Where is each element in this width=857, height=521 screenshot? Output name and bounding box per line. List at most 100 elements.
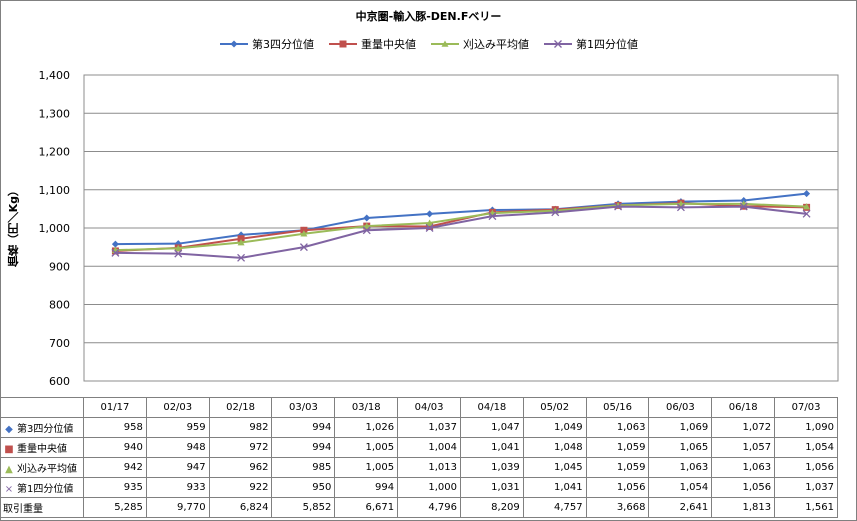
table-cell: 948 [145, 437, 210, 458]
table-cell: 1,063 [585, 417, 650, 438]
table-cell: 1,057 [711, 437, 776, 458]
table-row-header: ▲ 刈込み平均値 [0, 457, 84, 478]
y-tick-label: 1,300 [39, 107, 71, 120]
table-cell: 1,041 [522, 477, 587, 498]
data-point [426, 219, 434, 226]
table-row-header: 取引重量 [0, 497, 84, 518]
table-cell: 1,045 [522, 457, 587, 478]
y-tick-label: 1,400 [39, 69, 71, 82]
table-row: × 第1四分位値 935 933 922 950 994 1,000 1,031 1,041 1,0… [0, 477, 838, 498]
table-cell: 1,031 [459, 477, 524, 498]
table-cell: 1,004 [397, 437, 461, 458]
series-line [115, 205, 807, 259]
table-cell: 985 [271, 457, 336, 478]
legend-marker [441, 40, 449, 47]
table-row-header: × 第1四分位値 [0, 477, 84, 498]
data-point [237, 235, 245, 243]
legend-item: 重量中央値 [328, 36, 416, 52]
data-point [362, 226, 371, 235]
table-cell: 8,209 [459, 497, 524, 518]
table-cell: 5,285 [83, 497, 147, 518]
table-cell: 1,048 [522, 437, 587, 458]
legend-swatch [431, 40, 459, 47]
table-column-header: 01/17 [83, 397, 147, 418]
legend-label: 重量中央値 [361, 38, 416, 51]
table-cell: 1,000 [397, 477, 461, 498]
table-cell: 1,561 [774, 497, 838, 518]
data-point [174, 244, 182, 252]
table-column-header: 04/18 [459, 397, 524, 418]
data-point [363, 222, 371, 229]
table-cell: 1,013 [397, 457, 461, 478]
table-cell: 940 [83, 437, 147, 458]
legend-item: 第1四分位値 [543, 36, 638, 52]
y-tick-label: 1,100 [39, 184, 71, 197]
legend: 第3四分位値 重量中央値 刈込み平均値 第1四分位値 [0, 36, 857, 52]
legend-label: 刈込み平均値 [463, 38, 529, 51]
y-tick-label: 600 [49, 375, 70, 388]
table-cell: 4,757 [522, 497, 587, 518]
table-cell: 1,059 [585, 457, 650, 478]
y-tick-label: 700 [49, 337, 70, 350]
data-point [111, 248, 120, 257]
table-row-label: 第1四分位値 [17, 484, 74, 495]
data-point [426, 222, 434, 230]
table-cell: 1,056 [774, 457, 838, 478]
legend-swatch [329, 40, 357, 48]
table-cell: 1,065 [648, 437, 713, 458]
table-row: ▲ 刈込み平均値 942 947 962 985 1,005 1,013 1,039 1,045 1… [0, 457, 838, 478]
table-cell: 1,047 [459, 417, 524, 438]
y-tick-label: 1,000 [39, 222, 71, 235]
series-line [115, 202, 807, 252]
table-cell: 935 [83, 477, 147, 498]
table-column-header: 06/18 [711, 397, 776, 418]
table-row-label: 重量中央値 [17, 444, 67, 455]
data-point [299, 243, 308, 252]
y-tick-label: 1,200 [39, 146, 71, 159]
table-cell: 1,054 [774, 437, 838, 458]
table-cell: 1,039 [459, 457, 524, 478]
table-cell: 2,641 [648, 497, 713, 518]
table-cell: 1,072 [711, 417, 776, 438]
table-row: ■ 重量中央値 940 948 972 994 1,005 1,004 1,041 1,048 1,… [0, 437, 838, 458]
data-point [802, 209, 811, 218]
table-cell: 994 [334, 477, 399, 498]
table-cell: 1,037 [397, 417, 461, 438]
data-point [803, 203, 811, 210]
table-cell: 4,796 [397, 497, 461, 518]
series-line [115, 192, 807, 246]
table-cell: 962 [208, 457, 273, 478]
data-point [300, 230, 308, 237]
table-legend-marker: ■ [4, 444, 14, 455]
plot-area: 600 700 800 900 1,000 1,100 1,200 1,300 1,400 [39, 69, 839, 388]
y-tick-label: 800 [49, 299, 70, 312]
data-point [426, 210, 434, 218]
table-cell: 5,852 [271, 497, 336, 518]
table-cell: 1,005 [334, 457, 399, 478]
table-cell: 1,005 [334, 437, 399, 458]
data-point [237, 239, 245, 246]
table-cell: 942 [83, 457, 147, 478]
plot-border [83, 74, 839, 382]
table-corner-cell [0, 397, 84, 418]
table-cell: 1,054 [648, 477, 713, 498]
legend-item: 第3四分位値 [219, 36, 314, 52]
table-cell: 922 [208, 477, 273, 498]
data-point [676, 203, 685, 212]
table-cell: 972 [208, 437, 273, 458]
data-point [111, 240, 119, 248]
data-point [739, 202, 748, 211]
table-column-header: 05/02 [522, 397, 587, 418]
table-column-header: 03/18 [334, 397, 399, 418]
table-row-label: 第3四分位値 [17, 424, 74, 435]
data-point [614, 202, 623, 211]
table-cell: 959 [145, 417, 210, 438]
table-legend-marker: ◆ [5, 424, 13, 435]
table-row-header: ■ 重量中央値 [0, 437, 84, 458]
table-row-header: ◆ 第3四分位値 [0, 417, 84, 438]
table-cell: 6,824 [208, 497, 273, 518]
table-cell: 958 [83, 417, 147, 438]
legend-item: 刈込み平均値 [430, 36, 529, 52]
table-cell: 1,059 [585, 437, 650, 458]
data-point [488, 212, 497, 221]
